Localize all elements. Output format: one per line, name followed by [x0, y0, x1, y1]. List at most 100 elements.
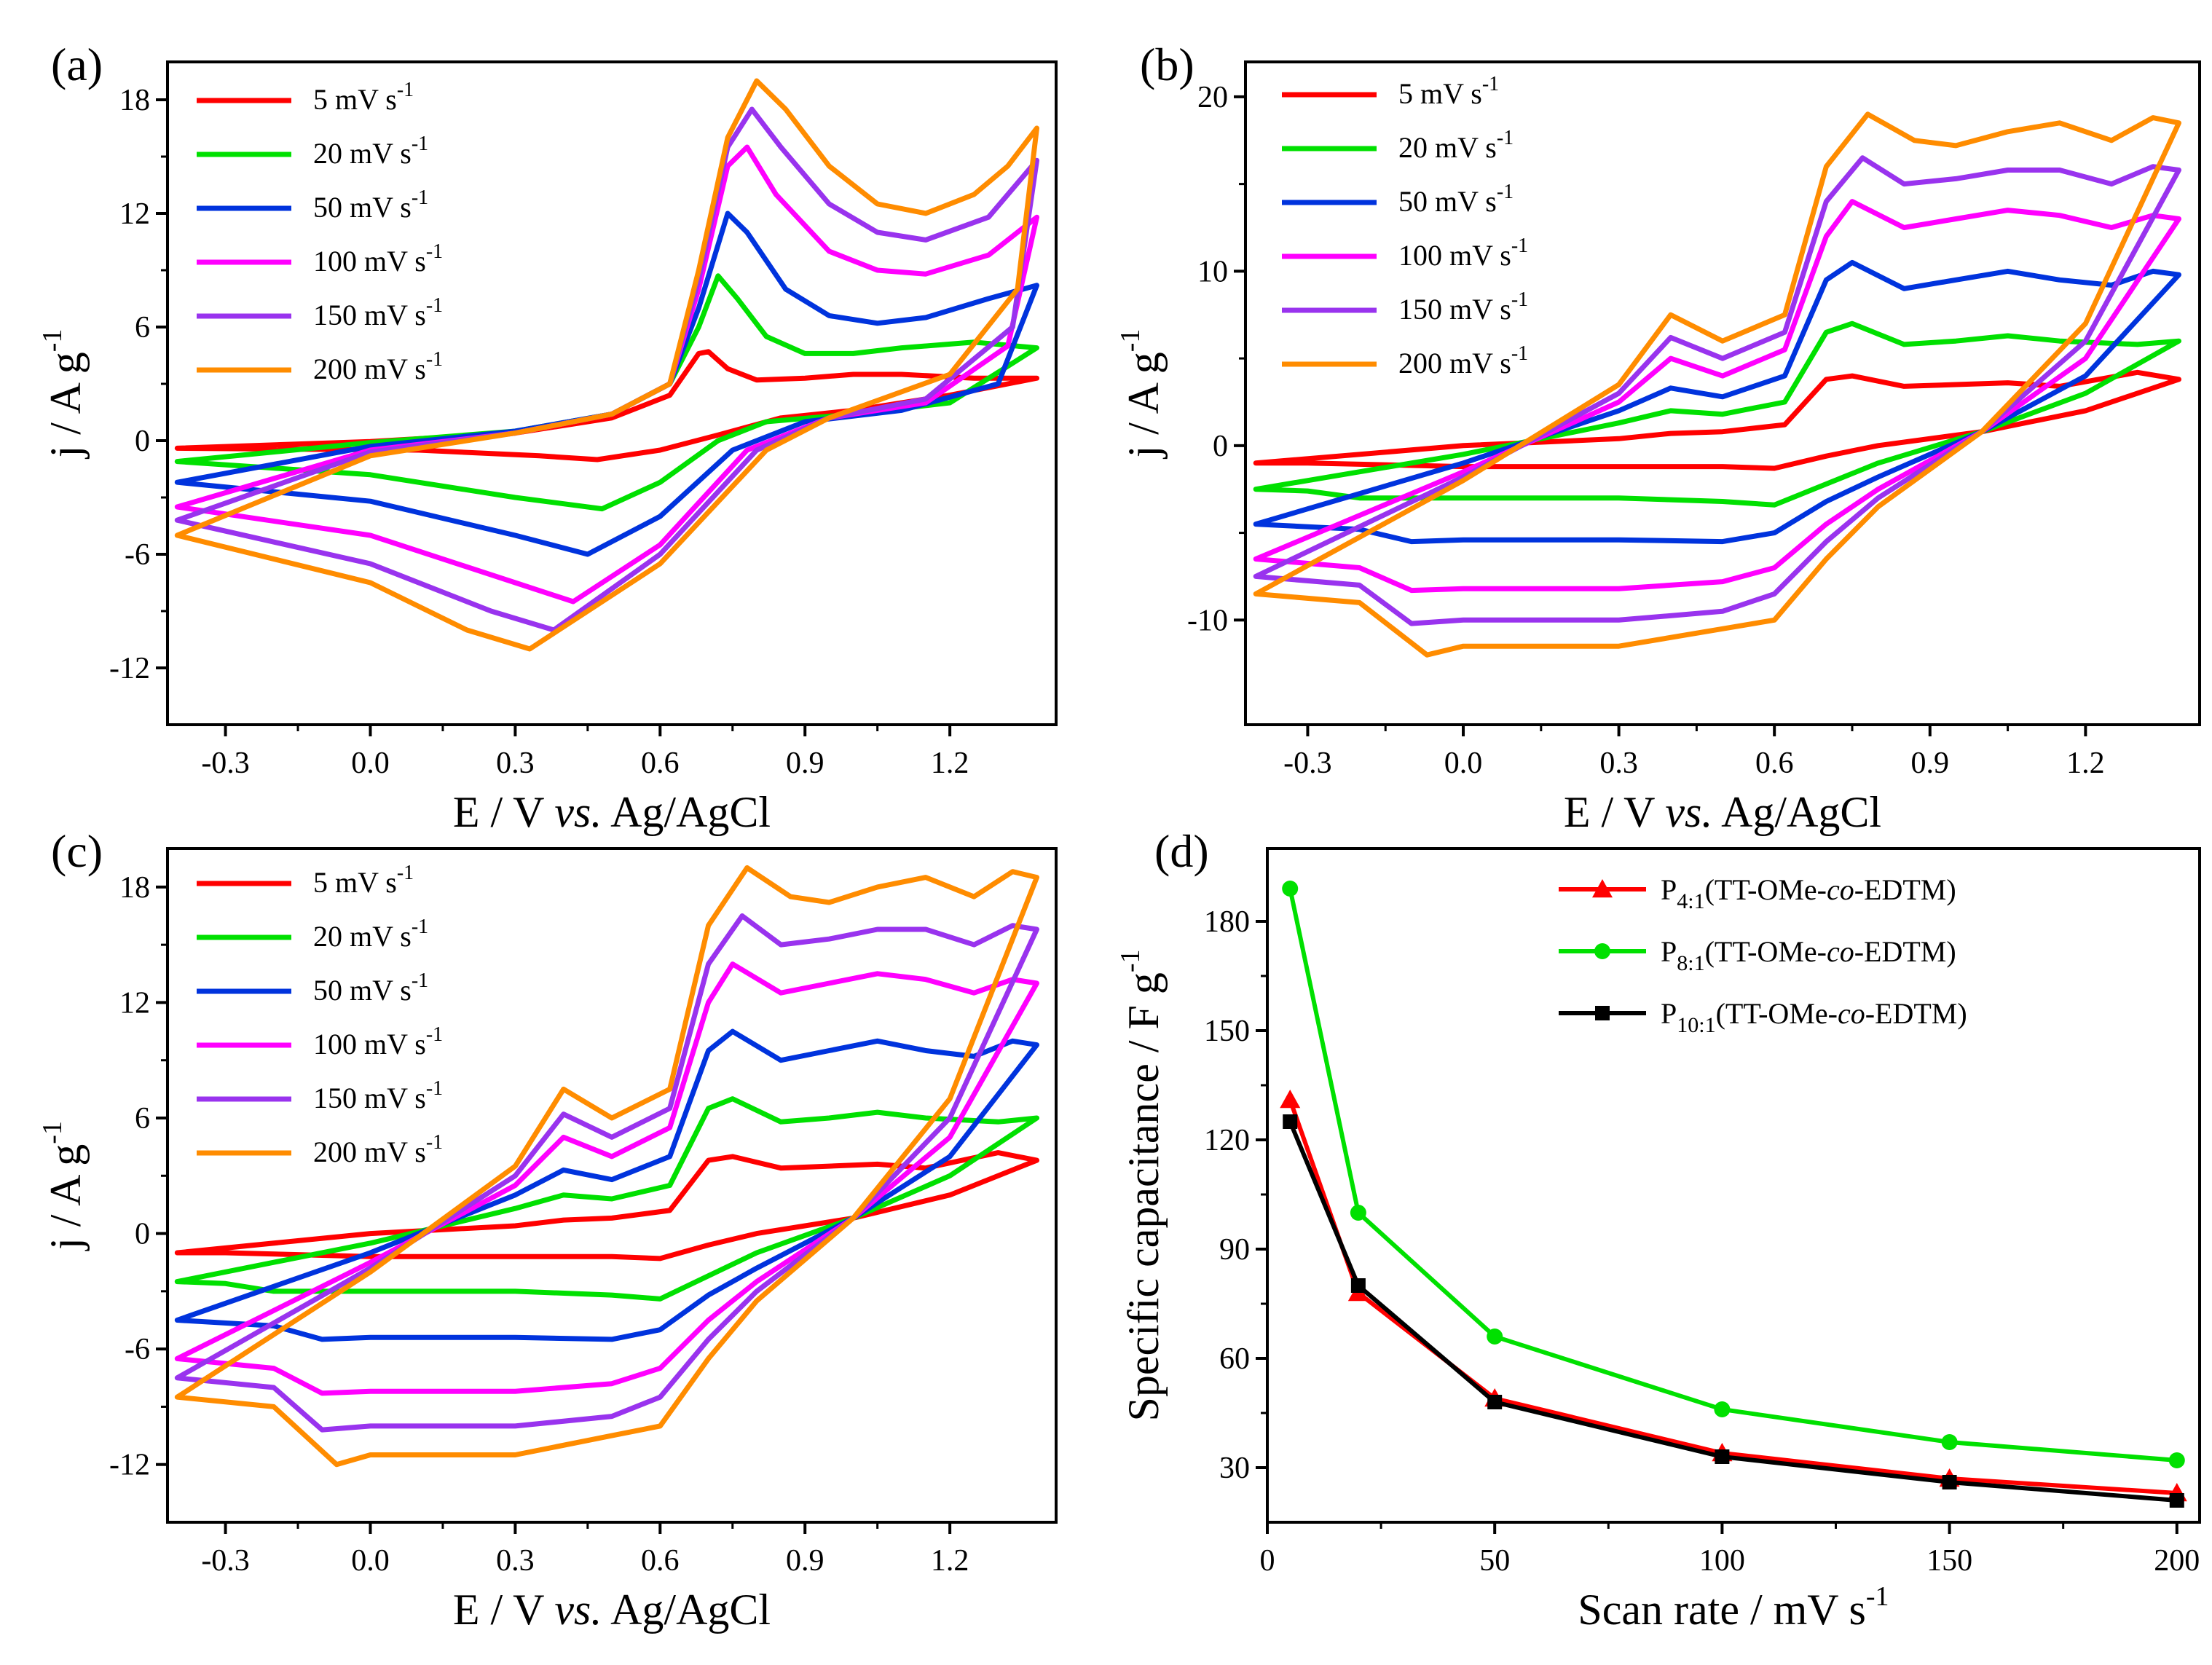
- x-axis-label: E / V vs. Ag/AgCl: [1564, 788, 1881, 836]
- cv-curve-150-mv-s-1: [1253, 155, 2181, 626]
- plot-area: [1280, 881, 2187, 1508]
- x-tick-label: 150: [1926, 1544, 1972, 1578]
- legend-label: 150 mV s-1: [1398, 288, 1528, 326]
- y-tick-label: 18: [119, 871, 150, 905]
- data-point-2-5: [2169, 1493, 2184, 1508]
- legend-text: -EDTM): [1854, 873, 1956, 906]
- cv-curve-150-mv-s-1: [174, 106, 1039, 633]
- data-point-2-0: [1283, 1114, 1298, 1129]
- y-axis-label-part: j / A g: [42, 352, 90, 459]
- legend-label: P10:1(TT-OMe-co-EDTM): [1661, 997, 1967, 1037]
- y-tick-label: -6: [125, 1333, 150, 1366]
- x-tick-label: 0: [1260, 1544, 1275, 1578]
- legend-text: -EDTM): [1865, 997, 1967, 1030]
- legend-label: 50 mV s-1: [1398, 181, 1514, 218]
- cv-curve-20-mv-s-1: [1253, 320, 2181, 508]
- legend-label: 150 mV s-1: [313, 294, 443, 331]
- legend-marker: [1592, 879, 1613, 898]
- legend-label: 20 mV s-1: [313, 916, 428, 953]
- legend-label: 200 mV s-1: [1398, 342, 1528, 379]
- x-tick-label: 0.0: [351, 1544, 390, 1578]
- cv-curve-5-mv-s-1: [1253, 369, 2181, 471]
- legend-label: 100 mV s-1: [313, 1023, 443, 1060]
- legend-text: 50 mV s: [313, 974, 412, 1007]
- legend-text: 20 mV s: [313, 137, 412, 170]
- y-axis-label: j / A g-1: [37, 329, 90, 460]
- x-tick-label: 0.3: [1599, 747, 1638, 780]
- y-axis-label: j / A g-1: [37, 1121, 90, 1251]
- x-tick-label: 0.0: [1444, 747, 1483, 780]
- legend-label: 5 mV s-1: [313, 862, 414, 899]
- legend-text: P: [1661, 873, 1677, 906]
- cv-curve-200-mv-s-1: [174, 78, 1039, 652]
- x-axis-label-part: Scan rate / mV s: [1578, 1586, 1865, 1634]
- y-tick-label: 0: [135, 425, 150, 458]
- x-tick-label: 0.9: [786, 1544, 824, 1578]
- legend-text: 5 mV s: [313, 866, 397, 899]
- legend-label: P8:1(TT-OMe-co-EDTM): [1661, 935, 1956, 975]
- data-point-1-3: [1714, 1401, 1731, 1417]
- y-tick-label: 60: [1219, 1342, 1250, 1376]
- legend-text: 200 mV s: [313, 1135, 426, 1168]
- x-tick-label: 0.6: [641, 747, 680, 780]
- panel-a: (a) -0.3 0.0 0.3 0.6 0.9 1.2 -12 -6 0 6 12 18 E / V v…: [37, 39, 1058, 836]
- y-tick-label: 120: [1204, 1124, 1250, 1157]
- y-axis-label-sup: -1: [37, 1121, 68, 1144]
- x-axis-label-part: E / V: [1564, 788, 1665, 836]
- series-line-1: [1288, 888, 2178, 1463]
- x-tick-label: 1.2: [931, 747, 969, 780]
- legend-sub: 4:1: [1677, 889, 1704, 913]
- y-axis-label-sup: -1: [1115, 949, 1146, 972]
- x-axis-label: E / V vs. Ag/AgCl: [453, 1586, 771, 1634]
- legend-sup: -1: [426, 294, 443, 317]
- legend-marker: [1594, 943, 1610, 959]
- x-axis-label-italic: vs.: [554, 788, 602, 836]
- legend-sup: -1: [412, 133, 428, 155]
- panel-label: (a): [51, 39, 103, 90]
- data-point-2-3: [1715, 1449, 1730, 1464]
- x-axis-label-part: E / V: [453, 1586, 554, 1634]
- y-axis-label-part: j / A g: [1119, 352, 1168, 459]
- legend-sup: -1: [426, 1131, 443, 1154]
- legend-label: P4:1(TT-OMe-co-EDTM): [1661, 873, 1956, 913]
- x-axis-label-italic: vs.: [1665, 788, 1712, 836]
- x-axis-label: Scan rate / mV s-1: [1578, 1581, 1889, 1634]
- x-tick-label: -0.3: [201, 1544, 250, 1578]
- y-tick-label: -6: [125, 538, 150, 572]
- x-tick-label: -0.3: [1283, 747, 1332, 780]
- legend-label: 200 mV s-1: [313, 1131, 443, 1168]
- x-tick-label: 0.6: [1755, 747, 1794, 780]
- data-point-1-5: [2168, 1452, 2185, 1468]
- legend-sup: -1: [426, 240, 443, 263]
- legend-italic: co: [1827, 935, 1854, 968]
- x-axis-label-part: Ag/AgCl: [1712, 788, 1881, 836]
- y-tick-label: -12: [109, 1449, 150, 1482]
- cv-curve-5-mv-s-1: [174, 349, 1039, 462]
- panel-d: (d) 0 50 100 150 200 30 60 90 120 150 180 Scan rate …: [1115, 825, 2201, 1634]
- legend-text: 50 mV s: [313, 191, 412, 224]
- y-tick-label: 6: [135, 311, 150, 345]
- legend-text: 150 mV s: [1398, 293, 1511, 326]
- legend-label: 20 mV s-1: [313, 133, 428, 170]
- legend-sup: -1: [397, 862, 414, 884]
- x-tick-label: 200: [2154, 1544, 2200, 1578]
- legend-text: (TT-OMe-: [1705, 873, 1827, 906]
- x-axis-label: E / V vs. Ag/AgCl: [453, 788, 771, 836]
- data-point-2-2: [1487, 1395, 1503, 1409]
- legend-label: 100 mV s-1: [1398, 235, 1528, 272]
- legend-label: 100 mV s-1: [313, 240, 443, 278]
- data-point-1-0: [1282, 881, 1299, 897]
- y-tick-label: 180: [1204, 905, 1250, 939]
- y-tick-label: 12: [119, 986, 150, 1020]
- legend-label: 20 mV s-1: [1398, 127, 1514, 164]
- x-tick-label: 100: [1699, 1544, 1745, 1578]
- data-point-2-1: [1350, 1278, 1366, 1293]
- y-tick-label: 20: [1197, 81, 1228, 114]
- data-point-1-1: [1350, 1205, 1366, 1221]
- x-tick-label: 0.0: [351, 747, 390, 780]
- x-tick-label: 0.3: [496, 1544, 535, 1578]
- legend-text: 5 mV s: [1398, 77, 1482, 110]
- x-tick-label: 1.2: [931, 1544, 969, 1578]
- legend-sub: 10:1: [1677, 1013, 1715, 1037]
